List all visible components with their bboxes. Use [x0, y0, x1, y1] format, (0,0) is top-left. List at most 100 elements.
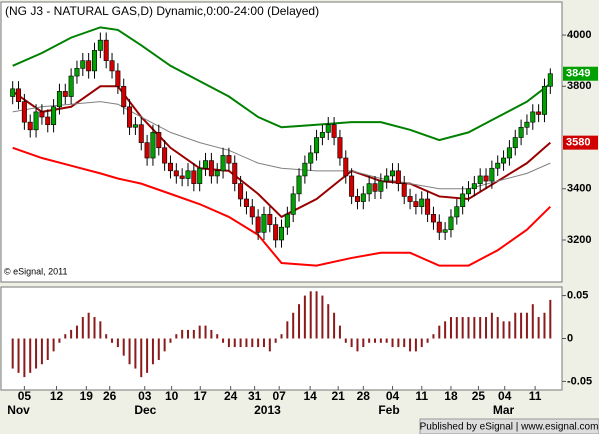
candle-body	[442, 229, 448, 233]
candle-body	[226, 155, 232, 164]
month-label: 2013	[254, 403, 281, 417]
candle-body	[173, 170, 179, 177]
histogram-bar	[455, 317, 458, 339]
histogram-bar	[286, 321, 289, 339]
histogram-bar	[35, 338, 38, 369]
candle-body	[360, 193, 366, 202]
histogram-bar	[426, 338, 429, 343]
histogram-bar	[479, 317, 482, 339]
chart-title: (NG J3 - NATURAL GAS,D) Dynamic,0:00-24:…	[5, 4, 319, 18]
histogram-bar	[362, 338, 365, 348]
y-tick-label: 3800	[567, 80, 591, 92]
histogram-bar	[169, 338, 172, 343]
x-tick-label: 07	[272, 389, 286, 403]
histogram-bar	[239, 338, 242, 348]
candle-body	[372, 183, 378, 192]
candle-body	[530, 111, 536, 123]
histogram-bar	[543, 312, 546, 339]
y-tick-label: 0.05	[567, 289, 588, 301]
candle-body	[33, 111, 39, 131]
histogram-bar	[531, 304, 534, 339]
histogram-bar	[204, 325, 207, 339]
candle-body	[278, 226, 284, 241]
month-label: Nov	[7, 403, 30, 417]
histogram-bar	[181, 329, 184, 339]
histogram-bar	[403, 338, 406, 348]
histogram-bar	[210, 329, 213, 339]
histogram-bar	[87, 312, 90, 339]
candle-body	[267, 214, 273, 225]
x-tick-label: 11	[415, 389, 428, 403]
histogram-bar	[508, 321, 511, 339]
candle-body	[156, 132, 162, 149]
y-tick-label: 3400	[567, 183, 591, 195]
histogram-bar	[280, 334, 283, 339]
candle-body	[536, 111, 542, 115]
candle-body	[547, 73, 553, 87]
month-label: Mar	[493, 403, 515, 417]
candle-body	[331, 124, 337, 138]
histogram-bar	[274, 338, 277, 343]
histogram-bar	[485, 317, 488, 339]
candle-body	[495, 162, 501, 169]
candle-body	[144, 142, 150, 159]
histogram-bar	[233, 338, 236, 348]
candle-body	[395, 170, 401, 184]
last-price-box	[563, 66, 598, 81]
candle-body	[203, 160, 209, 169]
candle-body	[132, 124, 138, 128]
ma-label: 3580	[566, 137, 590, 149]
candle-body	[238, 183, 244, 200]
candle-body	[430, 214, 436, 223]
x-tick-label: 21	[332, 389, 346, 403]
histogram-bar	[116, 338, 119, 348]
candle-body	[115, 70, 121, 87]
histogram-bar	[338, 325, 341, 339]
candle-body	[62, 91, 68, 97]
histogram-bar	[75, 325, 78, 339]
histogram-bar	[525, 312, 528, 339]
candle-body	[197, 167, 203, 184]
histogram-bar	[227, 338, 230, 348]
x-tick-label: 26	[103, 389, 117, 403]
candle-body	[261, 214, 267, 233]
candle-body	[191, 170, 197, 184]
candle-body	[425, 198, 431, 215]
histogram-bar	[257, 338, 260, 348]
candle-body	[390, 170, 396, 177]
histogram-bar	[461, 317, 464, 339]
x-tick-label: 18	[444, 389, 458, 403]
histogram-bar	[140, 338, 143, 378]
x-tick-label: 03	[138, 389, 152, 403]
histogram-bar	[385, 338, 388, 343]
histogram-bar	[549, 299, 552, 339]
candle-body	[21, 101, 27, 123]
histogram-bar	[262, 338, 265, 348]
histogram-bar	[321, 295, 324, 339]
x-tick-label: 04	[498, 389, 512, 403]
x-tick-label: 28	[357, 389, 371, 403]
candle-body	[319, 132, 325, 138]
histogram-bar	[438, 325, 441, 339]
candle-body	[103, 39, 109, 61]
histogram-bar	[23, 338, 26, 378]
candle-body	[220, 155, 226, 172]
candle-body	[255, 216, 261, 233]
x-tick-label: 11	[529, 389, 542, 403]
candle-body	[308, 152, 314, 164]
histogram-bar	[146, 338, 149, 373]
histogram-bar	[93, 317, 96, 339]
candle-body	[214, 170, 220, 177]
histogram-bar	[379, 338, 382, 343]
y-tick-label: 0	[567, 332, 573, 344]
histogram-bar	[151, 338, 154, 365]
ma-box	[563, 135, 598, 150]
histogram-bar	[245, 338, 248, 348]
histogram-bar	[251, 338, 254, 348]
candle-body	[249, 206, 255, 218]
histogram-bar	[309, 291, 312, 339]
x-tick-label: 24	[224, 389, 238, 403]
histogram-bar	[187, 329, 189, 339]
histogram-bar	[192, 329, 195, 339]
